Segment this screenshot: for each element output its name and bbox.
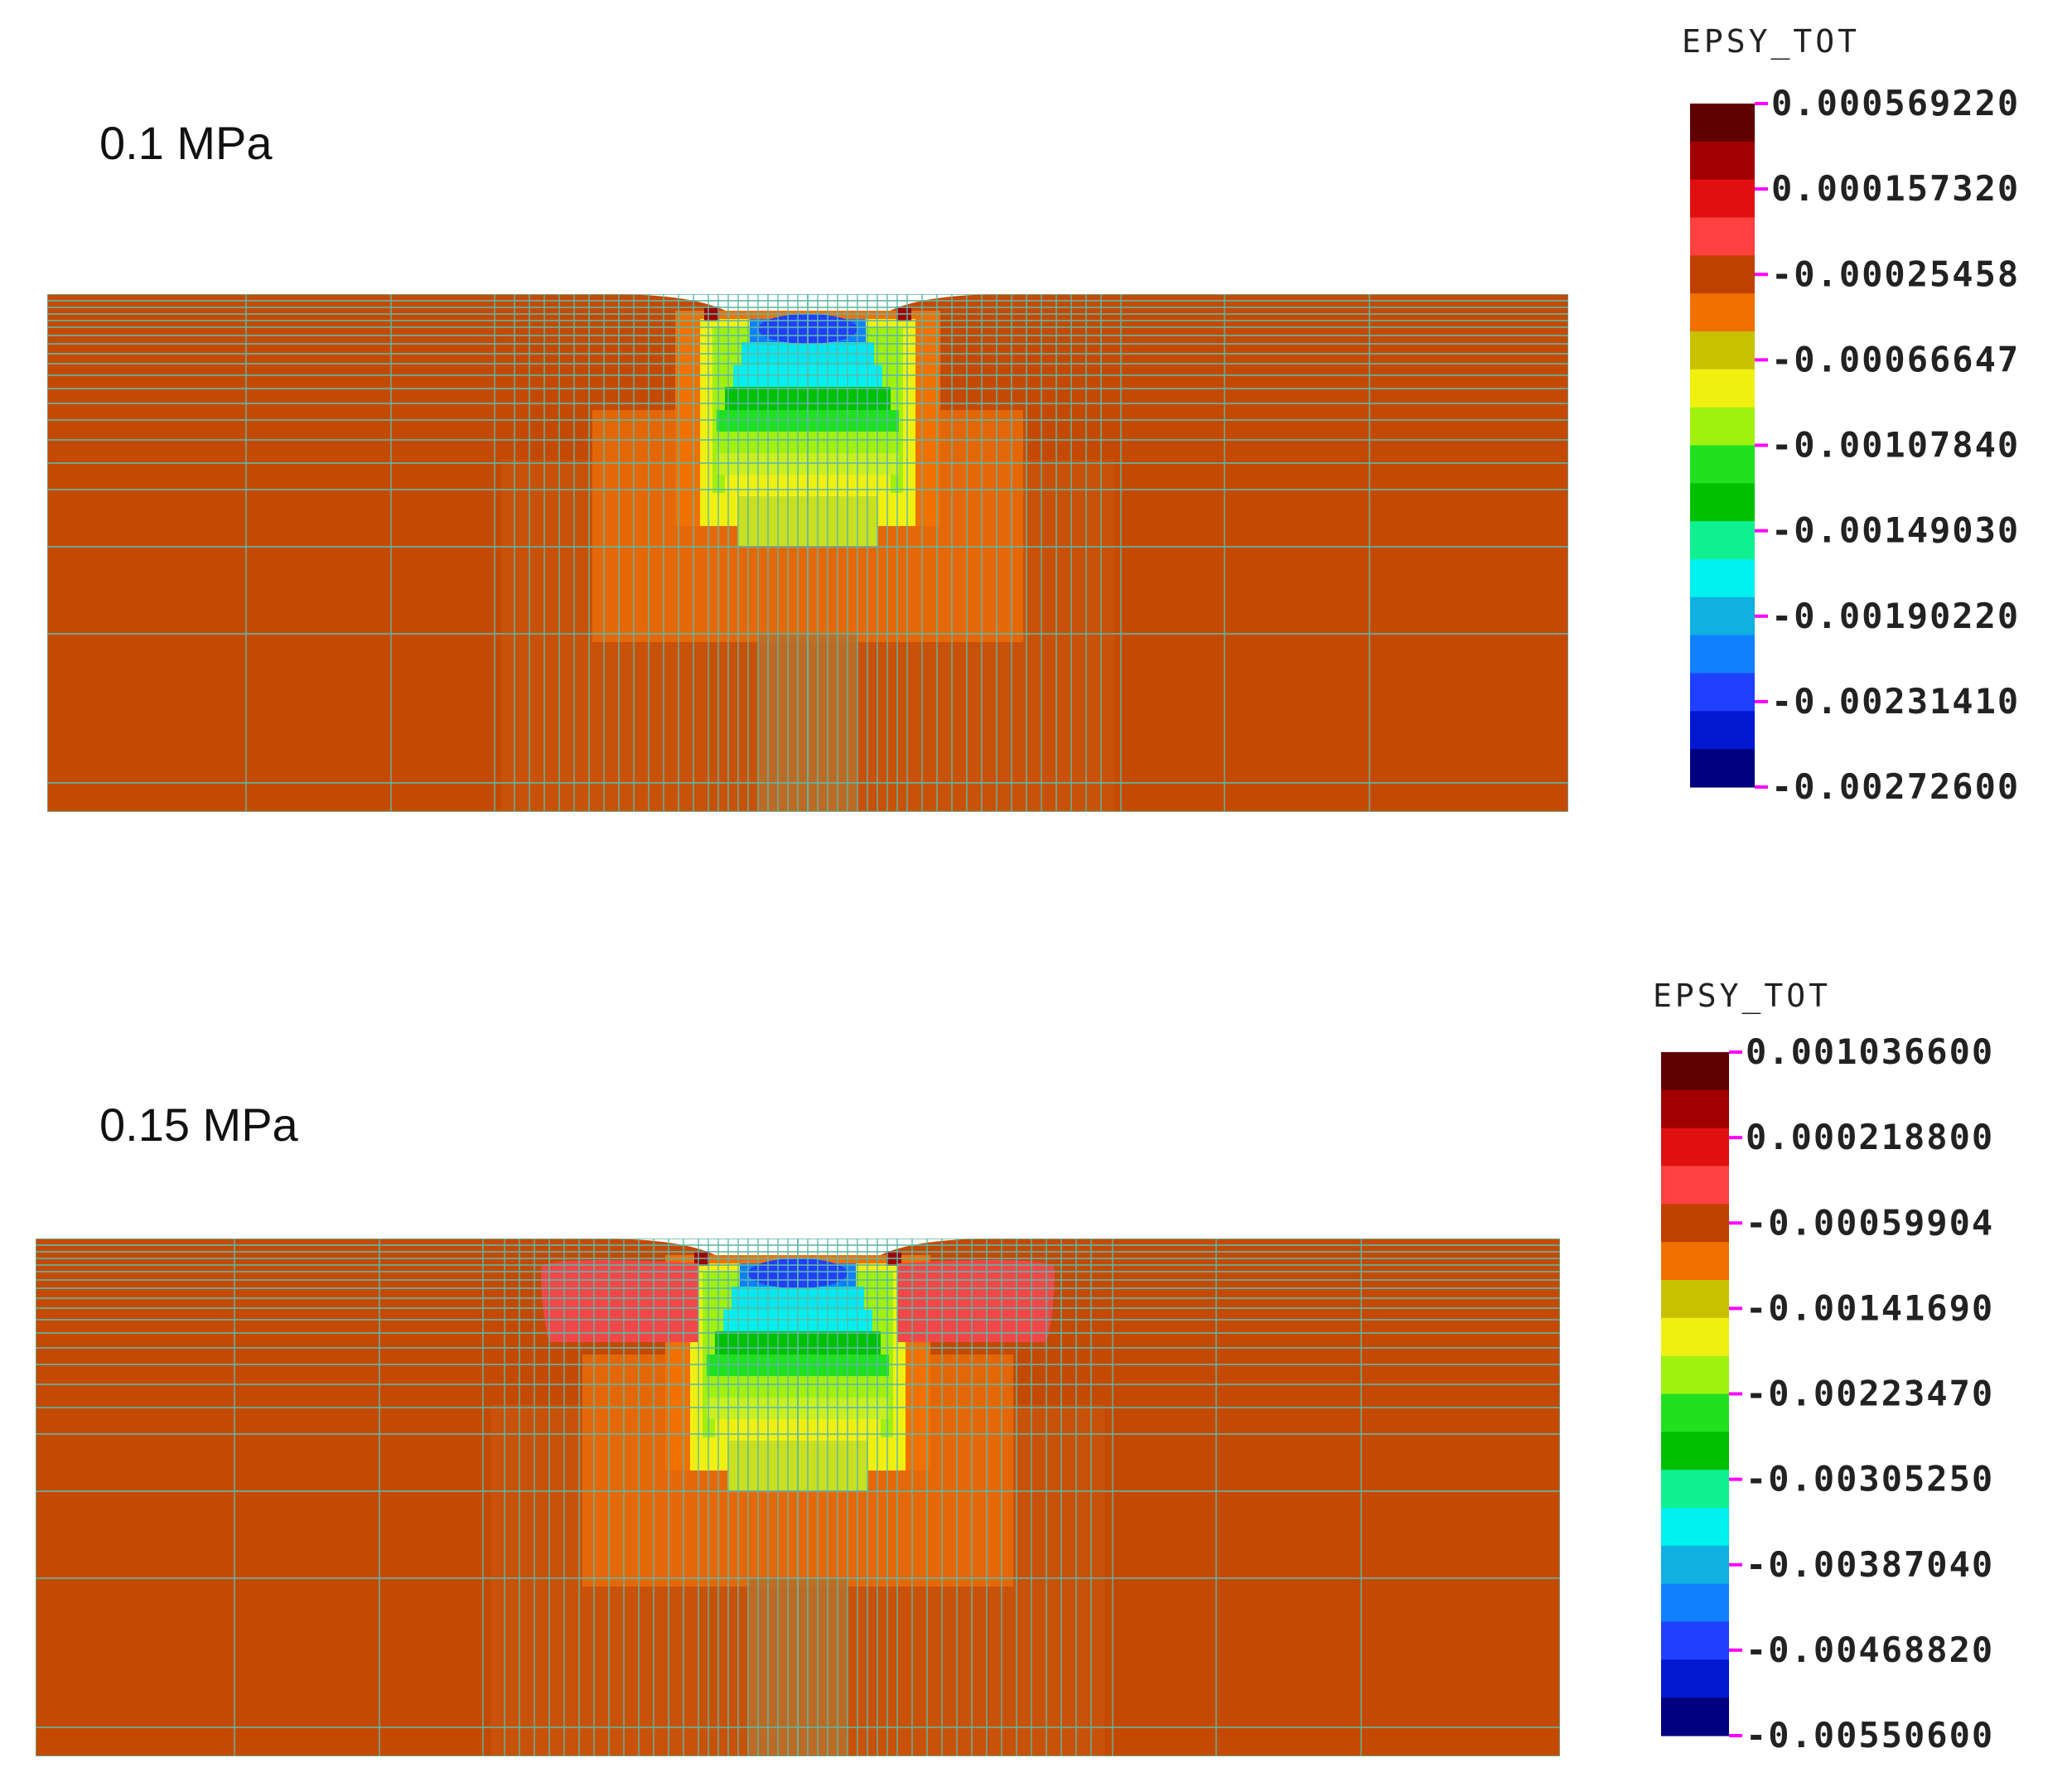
- legend-title: EPSY_TOT: [1682, 23, 1861, 60]
- legend-color-band: [1661, 1393, 1729, 1432]
- panel-0-1-mpa: 0.1 MPa EPSY_TOT 0.000569220 0.000157320 -…: [47, 23, 2020, 812]
- legend-color-band: [1690, 711, 1755, 750]
- legend-tick-label: 0.001036600: [1746, 1031, 1994, 1072]
- legend-color-band: [1690, 217, 1755, 256]
- legend-color-band: [1690, 483, 1755, 522]
- legend-color-band: [1661, 1204, 1729, 1243]
- legend-tick-label: -0.00149030: [1771, 510, 2020, 551]
- legend-color-band: [1661, 1128, 1729, 1167]
- legend-tick-label: -0.00223470: [1746, 1374, 1994, 1414]
- fe-mesh-plot: [47, 294, 1568, 812]
- legend-color-band: [1661, 1697, 1729, 1736]
- legend-tick-label: 0.000157320: [1771, 168, 2020, 209]
- color-legend: 0.000569220 0.000157320 -0.00025458 -0.0006…: [1690, 83, 2020, 807]
- legend-tick-label: -0.00141690: [1746, 1287, 1994, 1328]
- legend-color-band: [1690, 331, 1755, 370]
- legend-color-band: [1690, 596, 1755, 636]
- panel-0-15-mpa: 0.15 MPa EPSY_TOT 0.001036600 0.000218800…: [0, 891, 2072, 1782]
- fe-mesh-plot: [36, 1239, 1560, 1756]
- legend-color-band: [1661, 1621, 1729, 1660]
- legend-color-band: [1661, 1583, 1729, 1623]
- legend-tick-label: -0.00066647: [1771, 339, 2020, 379]
- legend-color-band: [1661, 1242, 1729, 1281]
- color-legend: 0.001036600 0.000218800 -0.00059904 -0.0014…: [1661, 1031, 1994, 1755]
- legend-color-band: [1690, 407, 1755, 447]
- legend-color-band: [1661, 1508, 1729, 1547]
- case-label: 0.15 MPa: [99, 1099, 298, 1151]
- legend-tick-label: -0.00550600: [1746, 1715, 1994, 1755]
- legend-color-band: [1690, 141, 1755, 181]
- legend-color-band: [1661, 1317, 1729, 1357]
- legend-color-band: [1690, 673, 1755, 712]
- legend-color-band: [1690, 104, 1755, 142]
- legend-color-band: [1690, 369, 1755, 408]
- legend-color-band: [1690, 445, 1755, 484]
- legend-color-band: [1690, 635, 1755, 674]
- legend-color-band: [1661, 1470, 1729, 1509]
- legend-tick-label: -0.00190220: [1771, 596, 2020, 636]
- legend-tick-label: -0.00387040: [1746, 1544, 1994, 1585]
- legend-tick-label: 0.000218800: [1746, 1117, 1994, 1157]
- legend-color-band: [1661, 1659, 1729, 1698]
- legend-color-band: [1690, 749, 1755, 788]
- legend-tick-label: -0.00059904: [1746, 1202, 1994, 1243]
- legend-color-band: [1661, 1052, 1729, 1091]
- legend-title: EPSY_TOT: [1653, 978, 1832, 1014]
- legend-tick-label: -0.00107840: [1771, 425, 2020, 466]
- legend-tick-label: -0.00025458: [1771, 254, 2020, 294]
- legend-color-band: [1690, 559, 1755, 598]
- legend-color-band: [1690, 255, 1755, 294]
- legend-tick-label: -0.00468820: [1746, 1630, 1994, 1670]
- legend-color-band: [1661, 1166, 1729, 1205]
- legend-color-band: [1661, 1432, 1729, 1471]
- case-label: 0.1 MPa: [99, 117, 273, 169]
- legend-color-band: [1661, 1089, 1729, 1129]
- legend-color-band: [1690, 521, 1755, 560]
- legend-color-band: [1690, 293, 1755, 332]
- legend-color-band: [1661, 1545, 1729, 1585]
- legend-color-band: [1690, 179, 1755, 219]
- legend-color-band: [1661, 1355, 1729, 1395]
- legend-color-band: [1661, 1280, 1729, 1319]
- legend-tick-label: -0.00231410: [1771, 681, 2020, 722]
- legend-tick-label: -0.00305250: [1746, 1459, 1994, 1499]
- legend-tick-label: 0.000569220: [1771, 83, 2020, 123]
- legend-tick-label: -0.00272600: [1771, 766, 2020, 807]
